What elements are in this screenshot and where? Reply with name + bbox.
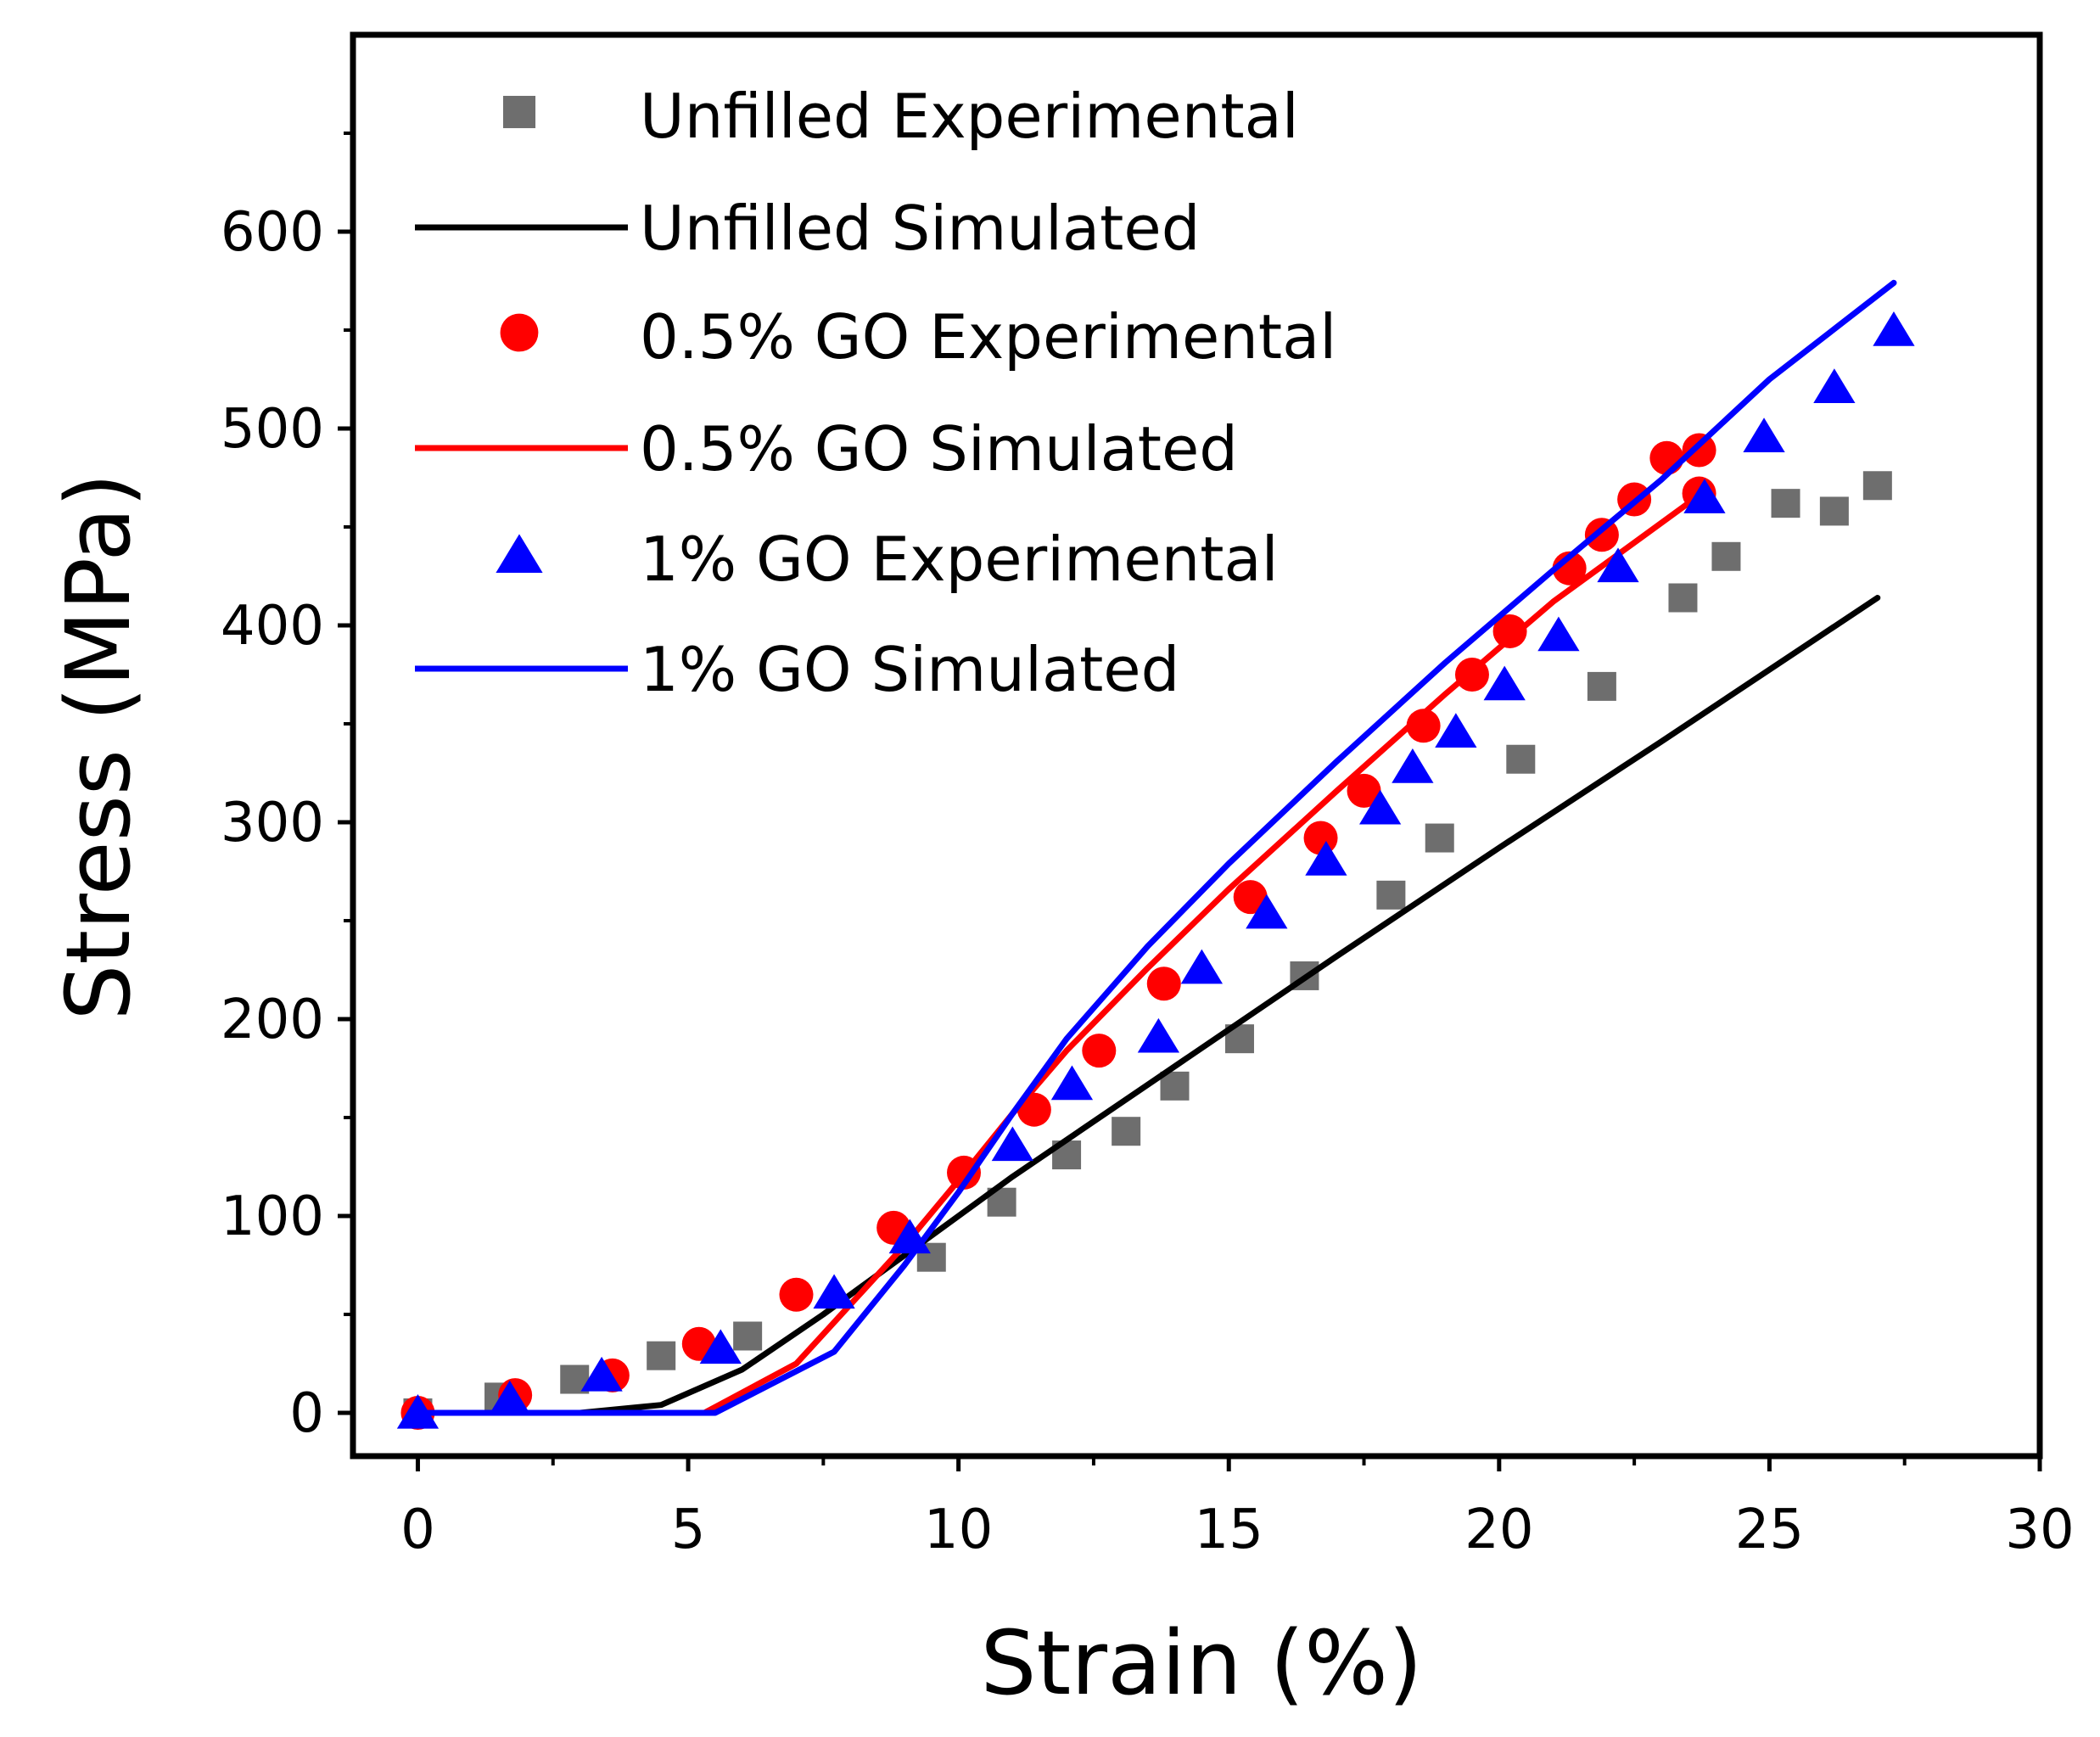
data-point-triangle [1483,665,1526,701]
y-tick-label: 600 [221,201,324,264]
data-point-square [1771,489,1800,518]
series-layer [396,279,1915,1430]
data-point-circle [1552,551,1587,586]
x-tick-label: 20 [1464,1499,1533,1561]
y-axis-title: Stress (MPa) [47,473,150,1020]
legend-label: Unfilled Experimental [640,81,1299,152]
data-point-circle [1347,773,1381,808]
data-point-triangle [1813,368,1856,403]
data-point-triangle [1359,789,1402,825]
legend-marker-square [502,95,536,129]
data-point-circle [1682,433,1716,468]
data-point-square [1711,541,1741,571]
data-point-triangle [813,1274,855,1309]
data-point-triangle [580,1356,623,1392]
legend-marker-circle [500,313,539,352]
data-point-triangle [1305,841,1347,876]
y-tick-label: 300 [221,792,324,854]
data-point-square [1819,496,1849,526]
x-tick-label: 15 [1195,1499,1263,1561]
series-line [415,595,1881,1416]
data-point-triangle [489,1380,531,1415]
x-tick-label: 25 [1735,1499,1804,1561]
data-point-square [1112,1117,1141,1146]
y-tick-label: 500 [221,398,324,461]
y-axis-ticks: 0 100 200 300 400 500 600 [221,131,353,1445]
data-point-circle [779,1277,814,1312]
series-unfilled-simulated [415,595,1881,1416]
x-tick-label: 5 [671,1499,706,1561]
data-point-triangle [1050,1065,1094,1101]
legend-marker-triangle [496,534,543,573]
data-point-triangle [1597,547,1639,583]
data-point-triangle [1435,713,1477,748]
data-point-square [647,1341,676,1370]
y-tick-label: 400 [221,595,324,658]
data-point-circle [1233,880,1268,915]
data-point-triangle [1392,748,1434,783]
x-axis-ticks: 0 5 10 15 20 25 30 [400,1456,2075,1561]
legend-item: Unfilled Simulated [415,193,1200,264]
plot-frame [350,31,2043,1460]
data-point-square [1668,583,1698,613]
legend-label: 1% GO Simulated [640,634,1179,705]
legend-label: Unfilled Simulated [640,193,1200,264]
data-point-circle [1649,440,1684,475]
data-point-square [733,1321,763,1351]
y-tick-label: 100 [221,1185,324,1248]
series-line [415,500,1692,1416]
legend: Unfilled Experimental Unfilled Simulated 0… [415,81,1336,705]
data-point-triangle [1873,311,1915,346]
legend-item: 1% GO Experimental [496,524,1279,595]
data-point-triangle [699,1329,742,1364]
data-point-triangle [1743,417,1785,452]
data-point-circle [1584,518,1619,552]
data-point-square [1862,471,1892,501]
data-point-circle [1146,967,1181,1001]
data-point-circle [1082,1034,1117,1068]
x-tick-label: 10 [924,1499,993,1561]
data-point-triangle [1537,616,1580,652]
data-point-triangle [991,1126,1033,1162]
data-point-square [1425,823,1454,853]
data-point-circle [1492,614,1527,648]
data-point-square [1587,671,1616,701]
x-tick-label: 0 [400,1499,435,1561]
legend-item: 0.5% GO Simulated [415,413,1238,485]
series-line [415,279,1897,1416]
data-point-triangle [1683,479,1726,513]
legend-label: 0.5% GO Experimental [640,301,1336,373]
legend-label: 0.5% GO Simulated [640,413,1238,485]
data-point-triangle [1180,949,1224,984]
data-point-triangle [1246,894,1288,929]
legend-label: 1% GO Experimental [640,524,1279,595]
legend-item: Unfilled Experimental [502,81,1299,152]
x-tick-label: 30 [2005,1499,2074,1561]
data-point-square [1506,744,1536,774]
y-tick-label: 0 [289,1382,324,1445]
data-point-circle [1303,821,1338,855]
legend-item: 0.5% GO Experimental [500,301,1336,373]
series-unfilled-experimental [403,471,1892,1427]
x-axis-title: Strain (%) [980,1611,1422,1715]
data-point-triangle [1137,1017,1180,1053]
data-point-square [1376,880,1406,910]
legend-item: 1% GO Simulated [415,634,1179,705]
series-1pct-go-experimental [396,311,1915,1429]
series-1pct-go-simulated [415,279,1897,1416]
y-tick-label: 200 [221,989,324,1051]
series-0-5pct-go-simulated [415,500,1692,1416]
